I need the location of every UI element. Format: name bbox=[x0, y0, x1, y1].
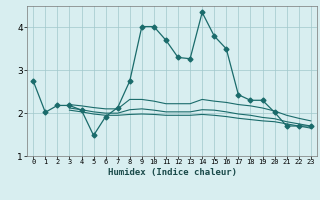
X-axis label: Humidex (Indice chaleur): Humidex (Indice chaleur) bbox=[108, 168, 236, 177]
